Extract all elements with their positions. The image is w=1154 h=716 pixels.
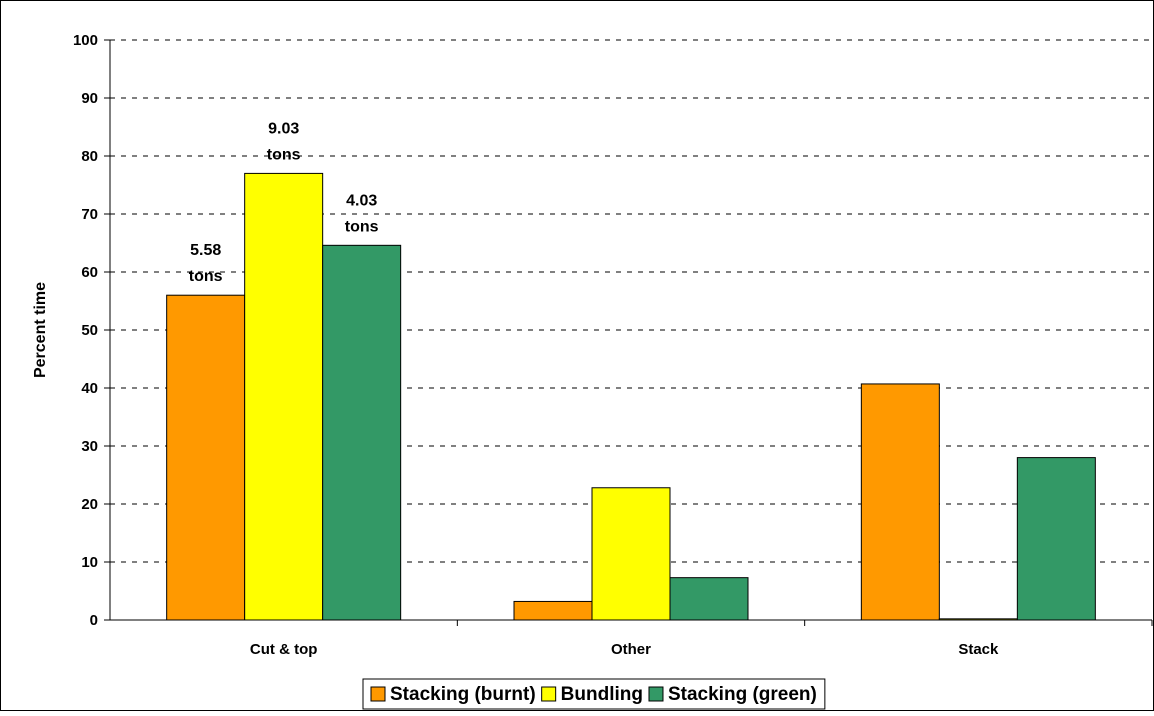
axes: 0 10 20 30 40 50 60 70 80 90 100 Cut & top Other Stac… <box>73 32 1153 658</box>
bar[interactable] <box>860 383 940 621</box>
data-label: 4.03 <box>346 192 377 209</box>
bar[interactable] <box>513 600 593 621</box>
legend[interactable]: Stacking (burnt) Bundling Stacking (green) <box>362 678 826 710</box>
y-tick-label: 70 <box>81 206 98 223</box>
y-tick-label: 80 <box>81 148 98 165</box>
data-label: tons <box>345 218 379 235</box>
legend-swatch <box>370 686 386 702</box>
y-tick-label: 40 <box>81 380 98 397</box>
legend-box <box>362 678 826 710</box>
y-tick-label: 50 <box>81 322 98 339</box>
data-labels: 5.58 tons 9.03 tons 4.03 tons <box>189 120 379 285</box>
legend-label[interactable]: Stacking (burnt) <box>390 684 536 705</box>
bar[interactable] <box>1016 457 1096 621</box>
data-label: 5.58 <box>190 242 221 259</box>
x-tick-label: Other <box>611 641 651 658</box>
legend-label[interactable]: Bundling <box>561 684 643 705</box>
data-label: tons <box>267 146 301 163</box>
bar[interactable] <box>669 577 749 621</box>
y-tick-label: 100 <box>73 32 98 49</box>
bars <box>166 172 1096 621</box>
y-tick-label: 90 <box>81 90 98 107</box>
data-label: 9.03 <box>268 120 299 137</box>
y-tick-label: 30 <box>81 438 98 455</box>
bar[interactable] <box>591 487 671 621</box>
y-tick-label: 60 <box>81 264 98 281</box>
bar[interactable] <box>244 172 324 621</box>
bar[interactable] <box>322 244 402 621</box>
y-axis-label: Percent time <box>32 282 49 378</box>
x-tick-label: Cut & top <box>250 641 317 658</box>
legend-label[interactable]: Stacking (green) <box>668 684 817 705</box>
legend-swatch <box>541 686 557 702</box>
y-tick-label: 0 <box>90 612 98 629</box>
data-label: tons <box>189 268 223 285</box>
legend-swatch <box>648 686 664 702</box>
y-tick-label: 10 <box>81 554 98 571</box>
bar[interactable] <box>166 294 246 621</box>
y-tick-label: 20 <box>81 496 98 513</box>
x-tick-label: Stack <box>958 641 999 658</box>
